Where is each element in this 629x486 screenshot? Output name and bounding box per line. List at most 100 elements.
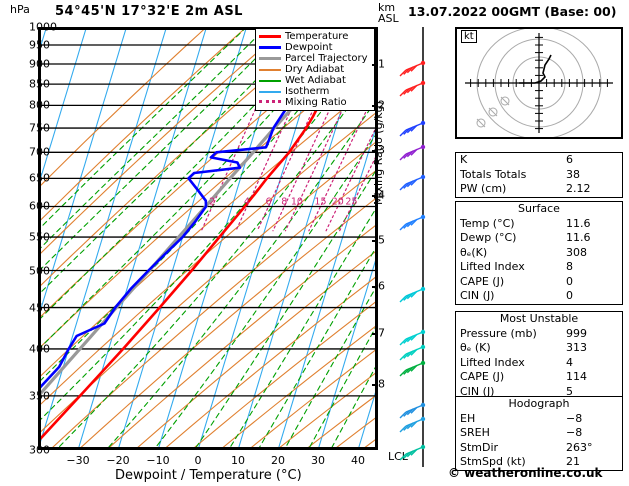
pressure-tick-label: 300 xyxy=(29,443,50,457)
row-value: 11.6 xyxy=(566,231,591,244)
row-label: Lifted Index xyxy=(460,355,525,369)
pressure-tick-label: 900 xyxy=(29,58,50,71)
temperature-tick-label: 0 xyxy=(194,454,202,467)
table-row: EH −8 xyxy=(456,412,622,427)
legend-swatch-temperature xyxy=(259,35,281,38)
row-value: −8 xyxy=(566,426,583,439)
legend-label-parcel: Parcel Trajectory xyxy=(285,52,368,64)
row-value: 999 xyxy=(566,326,587,340)
wind-barb-column xyxy=(398,27,448,486)
pressure-tick-label: 700 xyxy=(29,146,50,159)
mixing-ratio-label: 25 xyxy=(345,196,357,207)
dry-adiabat-line xyxy=(219,323,378,450)
row-label: Dewp (°C) xyxy=(460,231,517,244)
wind-barb xyxy=(399,120,426,137)
pressure-tick-label: 350 xyxy=(29,389,50,402)
row-value: 8 xyxy=(566,260,573,273)
dry-adiabat-line xyxy=(77,195,378,450)
pressure-tick-label: 450 xyxy=(29,301,50,314)
hodograph-canvas xyxy=(457,26,621,140)
row-value: 21 xyxy=(566,455,580,468)
mixing-ratio-label: 8 xyxy=(281,196,287,207)
mixing-ratio-labels: 2 4 6 8 10 15 20 25 xyxy=(209,196,357,207)
temperature-tick-label: −30 xyxy=(66,454,90,467)
table-row: Pressure (mb) 999 xyxy=(456,327,622,342)
altitude-tick-mark xyxy=(372,64,377,67)
temperature-tick-label: −10 xyxy=(146,454,170,467)
altitude-tick-label: 3 xyxy=(378,143,385,157)
altitude-tick-label: 2 xyxy=(378,98,385,112)
wind-barb xyxy=(399,174,426,191)
wind-barb xyxy=(399,402,426,419)
legend-label-dry-adiabat: Dry Adiabat xyxy=(285,63,345,75)
table-row: θₑ (K) 313 xyxy=(456,341,622,356)
panel-heading: Surface xyxy=(518,202,560,215)
legend-item: Parcel Trajectory xyxy=(259,53,371,64)
isotherm-line xyxy=(317,250,378,450)
row-value: 4 xyxy=(566,355,573,369)
row-label: CAPE (J) xyxy=(460,370,505,383)
legend-swatch-dry-adiabat xyxy=(259,68,281,71)
table-row: Lifted Index 4 xyxy=(456,356,622,371)
table-row: Totals Totals 38 xyxy=(456,168,622,183)
table-row: StmSpd (kt) 21 xyxy=(456,455,622,470)
legend-swatch-parcel xyxy=(259,57,281,60)
altitude-tick-mark xyxy=(372,105,377,108)
altitude-tick-mark xyxy=(372,333,377,336)
panel-heading: Hodograph xyxy=(508,397,570,410)
altitude-tick-mark xyxy=(372,383,377,386)
row-label: CIN (J) xyxy=(460,289,495,302)
row-label: Pressure (mb) xyxy=(460,326,537,340)
wet-adiabat-line xyxy=(283,282,378,450)
temperature-tick-label: 40 xyxy=(351,454,365,467)
hodograph-plot[interactable] xyxy=(455,26,623,140)
row-value: 5 xyxy=(566,384,573,398)
mixing-ratio-label: 15 xyxy=(314,196,326,207)
row-label: θₑ(K) xyxy=(460,245,488,259)
wet-adiabat-line xyxy=(227,204,378,450)
legend-label-temperature: Temperature xyxy=(285,30,349,42)
legend-item: Temperature xyxy=(259,31,371,42)
panel-heading: Most Unstable xyxy=(499,312,579,325)
pressure-tick-label: 600 xyxy=(29,200,50,213)
row-value: 308 xyxy=(566,245,587,259)
row-label: CAPE (J) xyxy=(460,274,505,288)
legend-item: Mixing Ratio xyxy=(259,97,371,108)
wind-barb-canvas xyxy=(399,27,426,486)
row-label: SREH xyxy=(460,426,490,439)
row-label: CIN (J) xyxy=(460,384,495,398)
table-row: K 6 xyxy=(456,153,622,168)
row-label: StmDir xyxy=(460,440,499,454)
mixing-ratio-label: 10 xyxy=(291,196,303,207)
row-label: StmSpd (kt) xyxy=(460,455,526,468)
mixing-ratio-label: 6 xyxy=(265,196,271,207)
dry-adiabat-line xyxy=(162,274,378,450)
row-label: θₑ (K) xyxy=(460,341,491,354)
row-value: 2.12 xyxy=(566,182,591,195)
pressure-tick-label: 950 xyxy=(29,39,50,52)
legend-swatch-mixing-ratio xyxy=(259,99,281,106)
altitude-tick-label: 8 xyxy=(378,377,385,391)
row-value: 38 xyxy=(566,167,580,181)
dry-adiabat-line xyxy=(105,222,378,450)
pressure-tick-label: 500 xyxy=(29,264,50,277)
stability-indices-panel: K 6 Totals Totals 38 PW (cm) 2.12 xyxy=(455,152,623,198)
pressure-tick-label: 800 xyxy=(29,99,50,112)
mixing-ratio-axis-label: Mixing Ratio (g/kg) xyxy=(372,101,385,205)
altitude-tick-label: 7 xyxy=(378,326,385,340)
hodograph-unit-label: kt xyxy=(461,30,477,43)
altitude-tick-mark xyxy=(372,194,377,197)
temperature-tick-label: 20 xyxy=(271,454,285,467)
hodograph-ticks xyxy=(470,36,608,130)
pressure-gridlines xyxy=(38,27,378,450)
table-row: CAPE (J) 114 xyxy=(456,370,622,385)
asl-label: ASL xyxy=(378,12,399,25)
legend-item: Dry Adiabat xyxy=(259,64,371,75)
altitude-tick-mark xyxy=(372,286,377,289)
legend-swatch-isotherm xyxy=(259,90,281,93)
wind-barb xyxy=(399,344,426,361)
pressure-tick-label: 550 xyxy=(29,231,50,244)
legend-swatch-wet-adiabat xyxy=(259,79,281,82)
wind-barb xyxy=(399,144,426,161)
plot-frame xyxy=(38,27,378,450)
